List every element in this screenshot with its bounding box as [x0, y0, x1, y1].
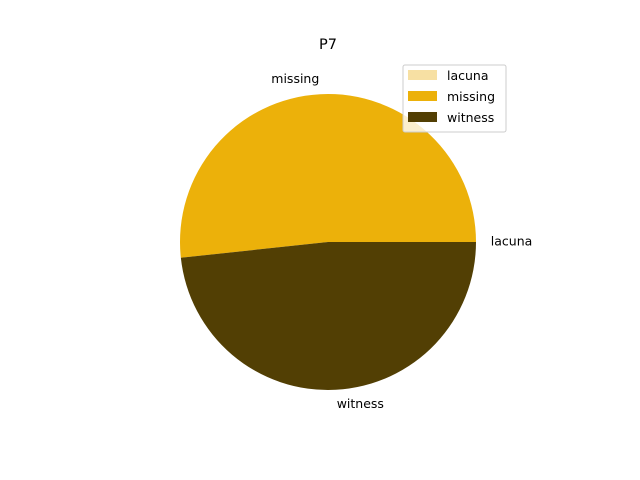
chart-title: P7: [319, 37, 337, 53]
pie-slice-missing: [180, 94, 476, 258]
legend-label-witness: witness: [447, 110, 494, 125]
legend-swatch-witness: [408, 112, 437, 122]
legend-label-lacuna: lacuna: [447, 68, 489, 83]
legend-swatch-lacuna: [408, 70, 437, 80]
legend: lacuna missing witness: [402, 64, 507, 133]
slice-label-witness: witness: [337, 396, 384, 411]
slice-label-lacuna: lacuna: [491, 234, 533, 249]
pie-slice-witness: [180, 242, 476, 391]
slice-label-missing: missing: [271, 71, 319, 86]
pie-slices: [180, 94, 476, 391]
legend-swatch-missing: [408, 91, 437, 101]
pie-slice-labels: lacuna missing witness: [271, 71, 532, 411]
legend-label-missing: missing: [447, 89, 495, 104]
